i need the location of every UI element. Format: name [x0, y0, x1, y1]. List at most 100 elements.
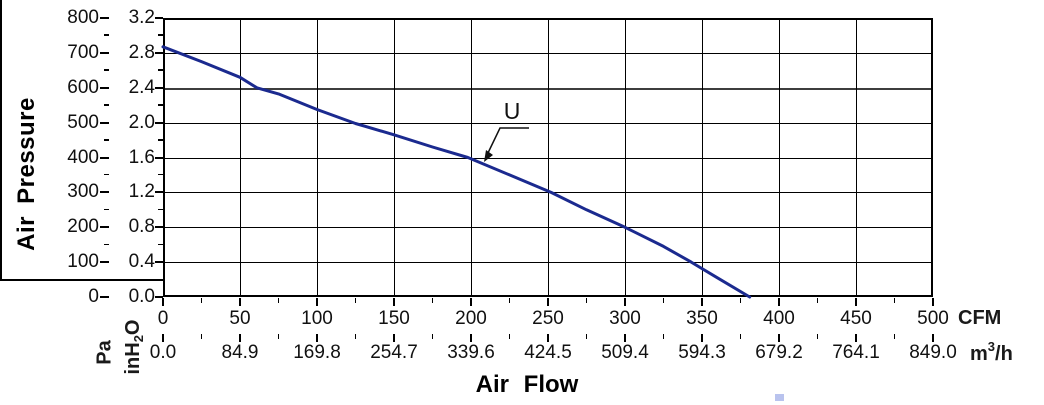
y-major-tick	[155, 296, 163, 298]
x-minor-tick	[662, 298, 664, 303]
y-minor-tick	[158, 208, 163, 211]
gridline-vertical	[471, 20, 472, 295]
y-major-tick	[155, 261, 163, 264]
cfm-unit-label: CFM	[958, 307, 1001, 330]
m3h-major-tick	[624, 334, 626, 342]
y-major-tick	[155, 51, 163, 54]
gridline-vertical	[317, 20, 318, 295]
m3h-minor-tick	[662, 334, 664, 339]
x-tick-label-cfm: 400	[763, 308, 795, 329]
y-minor-tick	[158, 34, 163, 36]
gridline-vertical	[702, 20, 703, 295]
x-tick-label-cfm: 300	[609, 308, 641, 329]
x-major-tick	[470, 298, 472, 306]
y-tick-label-pa: 300	[67, 181, 99, 203]
pa-major-tick	[100, 17, 109, 19]
pa-minor-tick	[104, 104, 109, 106]
x-major-tick	[624, 298, 626, 306]
y-minor-tick	[158, 139, 163, 141]
y-major-tick	[155, 191, 163, 194]
m3h-major-tick	[778, 334, 780, 342]
pa-minor-tick	[104, 173, 109, 176]
y-tick-label-pa: 200	[67, 216, 99, 238]
x-tick-label-m3h: 169.8	[293, 342, 341, 363]
x-minor-tick	[893, 298, 895, 303]
x-tick-label-m3h: 84.9	[221, 342, 259, 363]
y-tick-label-pa: 600	[67, 76, 99, 98]
m3h-major-tick	[316, 334, 318, 342]
m3h-major-tick	[393, 334, 395, 342]
m3h-major-tick	[547, 334, 549, 342]
watermark-artifact	[775, 394, 784, 401]
y-major-tick	[155, 121, 163, 124]
x-tick-label-cfm: 200	[455, 308, 487, 329]
y-tick-label-inh2o: 1.2	[128, 181, 155, 203]
y-major-tick	[155, 156, 163, 159]
pa-minor-tick	[104, 34, 109, 36]
pa-major-tick	[100, 261, 109, 264]
x-minor-tick	[816, 298, 818, 303]
y-tick-label-inh2o: 0.8	[128, 216, 155, 238]
y-tick-label-pa: 0	[88, 286, 99, 307]
x-tick-label-m3h: 764.1	[832, 342, 880, 363]
x-tick-label-cfm: 350	[686, 308, 718, 329]
pa-major-tick	[100, 51, 109, 54]
x-minor-tick	[508, 298, 510, 303]
m3h-major-tick	[239, 334, 241, 342]
y-tick-label-pa: 100	[67, 251, 99, 273]
y-major-tick	[155, 86, 163, 89]
y-tick-label-inh2o: 2.8	[128, 41, 155, 63]
x-tick-label-cfm: 500	[917, 308, 949, 329]
y-tick-label-inh2o: 1.6	[128, 146, 155, 168]
y-tick-label-inh2o: 3.2	[128, 7, 155, 28]
y-major-tick	[155, 226, 163, 229]
pa-major-tick	[100, 191, 109, 194]
m3h-major-tick	[932, 334, 934, 342]
m3h-minor-tick	[431, 334, 433, 339]
x-minor-tick	[585, 298, 587, 303]
m3h-minor-tick	[508, 334, 510, 339]
pa-minor-tick	[104, 69, 109, 71]
pa-unit-label: Pa	[93, 340, 116, 365]
m3h-minor-tick	[739, 334, 741, 339]
y-tick-label-inh2o: 0.4	[128, 251, 155, 273]
pa-axis-line	[0, 0, 2, 279]
m3h-minor-tick	[277, 334, 279, 339]
m3h-major-tick	[701, 334, 703, 342]
x-tick-label-m3h: 679.2	[755, 342, 803, 363]
x-tick-label-m3h: 594.3	[678, 342, 726, 363]
x-tick-label-cfm: 0	[157, 308, 169, 329]
m3h-minor-tick	[893, 334, 895, 339]
y-tick-label-pa: 400	[67, 146, 99, 168]
x-major-tick	[855, 298, 857, 306]
m3h-minor-tick	[816, 334, 818, 339]
x-tick-label-m3h: 509.4	[601, 342, 649, 363]
curve-annotation-label: U	[503, 98, 521, 124]
pa-major-tick	[100, 121, 109, 124]
pa-minor-tick	[104, 208, 109, 211]
m3h-minor-tick	[354, 334, 356, 339]
x-axis-title: Air Flow	[475, 371, 579, 398]
x-tick-label-cfm: 100	[301, 308, 333, 329]
y-tick-label-pa: 500	[67, 111, 99, 133]
gridline-vertical	[548, 20, 549, 295]
x-minor-tick	[277, 298, 279, 303]
y-tick-label-inh2o: 0.0	[128, 286, 155, 307]
x-tick-label-m3h: 0.0	[149, 342, 177, 363]
x-tick-label-m3h: 339.6	[447, 342, 495, 363]
x-minor-tick	[354, 298, 356, 303]
m3h-minor-tick	[585, 334, 587, 339]
pa-major-tick	[100, 156, 109, 159]
y-tick-label-inh2o: 2.4	[128, 76, 155, 98]
pa-minor-tick	[104, 243, 109, 246]
x-minor-tick	[739, 298, 741, 303]
x-major-tick	[778, 298, 780, 306]
x-major-tick	[162, 298, 164, 306]
cfm-unit-text: CFM	[958, 307, 1002, 329]
gridline-vertical	[394, 20, 395, 295]
x-tick-label-cfm: 250	[532, 308, 564, 329]
x-tick-label-m3h: 254.7	[370, 342, 418, 363]
x-tick-label-cfm: 50	[229, 308, 251, 329]
x-tick-label-cfm: 450	[840, 308, 872, 329]
